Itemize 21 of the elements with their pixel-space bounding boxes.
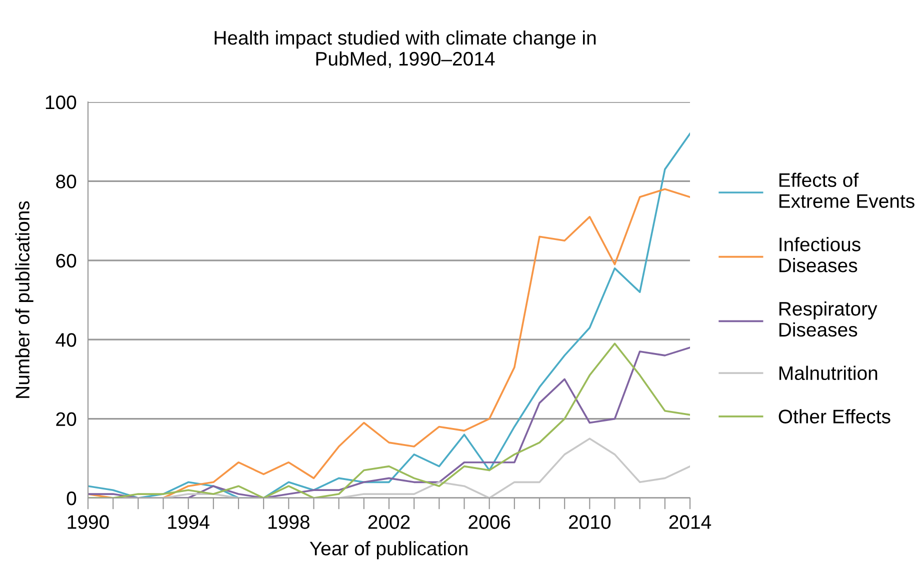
x-tick-label: 1990 bbox=[68, 515, 109, 529]
y-axis-title: Number of publications bbox=[15, 201, 34, 398]
legend-label: Infectious Diseases bbox=[779, 237, 860, 272]
y-tick-label: 60 bbox=[56, 254, 76, 268]
y-tick-label: 40 bbox=[56, 333, 76, 347]
legend-label: Effects of Extreme Events bbox=[779, 172, 914, 208]
y-tick-label: 20 bbox=[56, 412, 76, 426]
x-tick-label: 2014 bbox=[669, 515, 712, 529]
x-tick-label: 2006 bbox=[468, 515, 510, 529]
y-tick-label: 0 bbox=[66, 491, 76, 506]
y-tick-label: 80 bbox=[56, 174, 76, 188]
x-tick-label: 1994 bbox=[168, 515, 210, 529]
x-tick-label: 2002 bbox=[368, 515, 410, 529]
legend-label: Respiratory Diseases bbox=[779, 301, 878, 337]
legend-label: Other Effects bbox=[778, 409, 890, 424]
y-tick-label: 100 bbox=[46, 95, 76, 110]
x-tick-label: 2010 bbox=[569, 515, 611, 529]
x-tick-label: 1998 bbox=[268, 515, 310, 529]
legend-label: Malnutrition bbox=[779, 366, 878, 380]
x-axis-title: Year of publication bbox=[310, 541, 468, 560]
chart-title: Health impact studied with climate change in PubMed, 1990–2014 bbox=[214, 30, 596, 68]
